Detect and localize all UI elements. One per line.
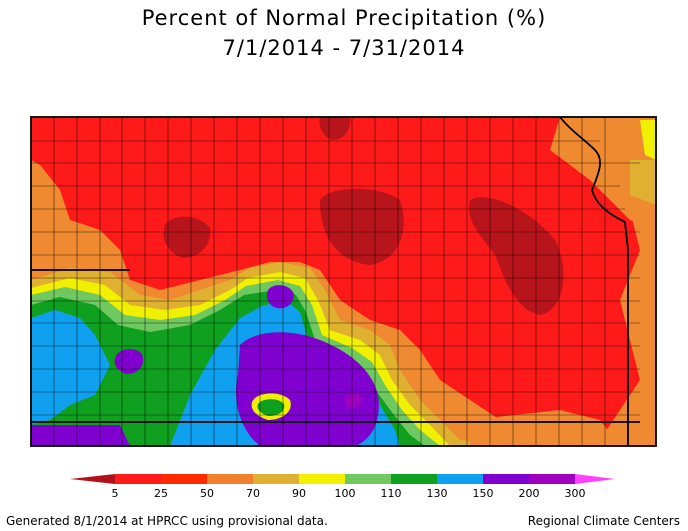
- legend-tick-label: 100: [335, 487, 356, 500]
- state-borders: [30, 116, 657, 447]
- contour-dark-red-3: [163, 216, 211, 258]
- map-title: Percent of Normal Precipitation (%): [141, 6, 547, 30]
- contour-field: [31, 117, 656, 446]
- legend: 5 25 50 70 90 100 110 130 150 200 300: [70, 474, 615, 500]
- legend-tick-label: 300: [565, 487, 586, 500]
- contour-dark-red-1: [320, 188, 404, 265]
- legend-tick-label: 110: [381, 487, 402, 500]
- legend-tick-label: 50: [200, 487, 214, 500]
- legend-tick-label: 5: [112, 487, 119, 500]
- contour-purple-spot-2: [266, 285, 294, 309]
- contour-dark-red-4: [319, 117, 351, 140]
- legend-swatch: [207, 474, 253, 484]
- map-date-range: 7/1/2014 - 7/31/2014: [222, 36, 466, 60]
- legend-swatch: [345, 474, 391, 484]
- legend-tick-label: 200: [519, 487, 540, 500]
- legend-swatch: [391, 474, 437, 484]
- legend-tick-label: 130: [427, 487, 448, 500]
- legend-swatch: [483, 474, 529, 484]
- footer-source: Regional Climate Centers: [527, 514, 680, 528]
- contour-south-strip: [31, 425, 130, 446]
- contour-gold-ne: [630, 160, 656, 205]
- legend-high-arrow: [575, 474, 615, 484]
- legend-swatch: [115, 474, 161, 484]
- legend-swatch: [529, 474, 575, 484]
- contour-south-orange: [470, 410, 620, 446]
- legend-tick-label: 70: [246, 487, 260, 500]
- legend-tick-label: 150: [473, 487, 494, 500]
- contour-purple-spot: [114, 349, 144, 374]
- legend-tick-label: 25: [154, 487, 168, 500]
- legend-swatch: [253, 474, 299, 484]
- legend-swatch: [161, 474, 207, 484]
- footer-generated-note: Generated 8/1/2014 at HPRCC using provis…: [6, 514, 328, 528]
- legend-swatch: [299, 474, 345, 484]
- contour-yellow-ne: [640, 120, 656, 160]
- contour-orange-ne: [550, 117, 656, 230]
- contour-green-spot: [257, 399, 285, 416]
- contour-red-north: [31, 117, 656, 446]
- contour-violet-spot: [344, 393, 362, 409]
- legend-swatch: [437, 474, 483, 484]
- contour-orange-nw: [31, 165, 120, 270]
- contour-dark-red-2: [469, 197, 564, 315]
- legend-tick-label: 90: [292, 487, 306, 500]
- legend-low-arrow: [70, 474, 115, 484]
- county-grid: [31, 117, 640, 446]
